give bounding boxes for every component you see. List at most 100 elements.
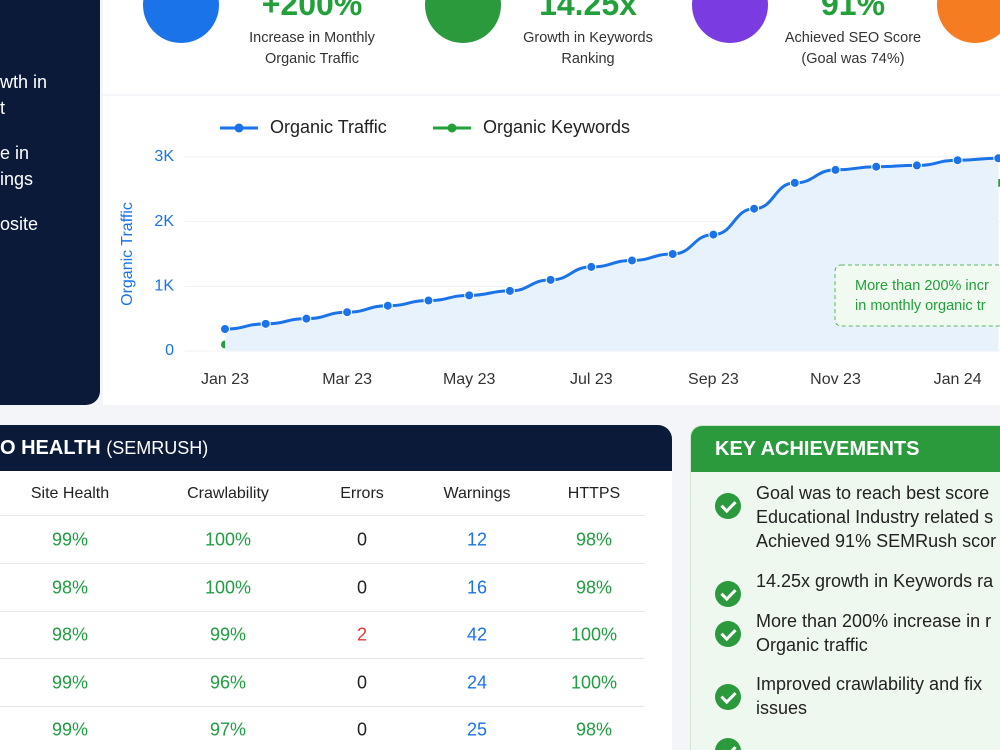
kpi-icon: [143, 0, 219, 43]
point: [911, 160, 922, 171]
x-tick-label: Jan 23: [201, 371, 249, 388]
table-cell: 100%: [204, 577, 252, 597]
kpi-icon: [425, 0, 501, 43]
kpi-value: +200%: [261, 0, 363, 22]
point: [952, 155, 963, 166]
table-cell: 100%: [204, 529, 252, 550]
annotation-text: in monthly organic tr: [855, 298, 986, 314]
area: [225, 158, 999, 351]
y-tick-label: 1K: [154, 278, 174, 295]
table-cell: 16: [466, 577, 488, 597]
line: [224, 156, 999, 331]
point: [301, 313, 312, 324]
row-line: [0, 705, 645, 707]
achievement-text: Improved crawlability and fix: [756, 674, 983, 694]
table-title: O HEALTH: [0, 437, 101, 459]
table-cell: 0: [356, 577, 368, 597]
table-subtitle: (SEMRUSH): [106, 438, 209, 458]
table-cell: 99%: [209, 624, 247, 645]
check-icon: [715, 493, 741, 519]
kpi-icon: [937, 0, 1000, 43]
sidebar-text: e in: [0, 143, 30, 163]
check-icon: [715, 738, 741, 750]
x-tick-label: Nov 23: [810, 371, 861, 388]
point: [667, 249, 678, 259]
kpi-value: 91%: [820, 0, 886, 22]
point: [830, 164, 841, 175]
table-cell: 98%: [575, 719, 613, 740]
table-cell: 99%: [51, 719, 89, 740]
table-cell: 97%: [209, 719, 247, 740]
achievements-title: KEY ACHIEVEMENTS: [691, 426, 1000, 472]
check-icon: [715, 621, 741, 647]
x-tick-label: Jan 24: [934, 371, 982, 388]
kpi-caption: Growth in Keywords: [523, 30, 653, 46]
y-tick-label: 3K: [154, 148, 174, 165]
column-header: Site Health: [30, 485, 110, 502]
row-line: [0, 610, 645, 612]
sidebar-text: ings: [0, 169, 34, 189]
point: [423, 295, 434, 306]
achievement-text: More than 200% increase in r: [756, 611, 992, 631]
sidebar-text: osite: [0, 214, 39, 234]
point: [382, 300, 393, 311]
kpi-caption: (Goal was 74%): [801, 51, 905, 67]
row-line: [0, 515, 645, 516]
point: [627, 255, 637, 266]
chart-card: 0 1K 2K 3K Organic Traffic Jan 23 Mar 23 May 23…: [103, 96, 1000, 405]
column-header: Warnings: [443, 485, 511, 502]
point: [220, 324, 230, 335]
achievement-text: Achieved 91% SEMRush scor: [756, 531, 997, 551]
achievement-text: Organic traffic: [756, 635, 868, 655]
table-cell: 98%: [51, 577, 89, 597]
kpi-caption: Increase in Monthly: [249, 30, 375, 46]
x-tick-label: Mar 23: [322, 371, 372, 388]
y-axis-label: Organic Traffic: [119, 202, 136, 306]
check-icon: [715, 581, 741, 607]
row-line: [0, 658, 645, 659]
kpi-icon: [692, 0, 768, 43]
column-header: Crawlability: [187, 485, 269, 502]
legend-dot: [447, 123, 457, 133]
x-tick-label: Sep 23: [688, 371, 739, 388]
check-icon: [715, 684, 741, 710]
achievements-card: KEY ACHIEVEMENTS Goal was to reach best …: [690, 425, 1000, 750]
annotation-box: [834, 264, 1000, 327]
table-card: O HEALTH (SEMRUSH) Site Health Crawlabili…: [0, 425, 672, 750]
point: [789, 177, 800, 188]
table-cell: 99%: [51, 529, 89, 550]
table-cell: 0: [356, 719, 368, 740]
point: [586, 261, 597, 272]
point: [708, 229, 719, 240]
legend-label: Organic Traffic: [270, 117, 387, 137]
point: [749, 203, 760, 214]
point: [545, 274, 556, 285]
table-cell: 98%: [575, 577, 613, 597]
x-tick-label: Jul 23: [570, 371, 613, 388]
kpi-caption: Organic Traffic: [264, 51, 360, 67]
point: [342, 307, 353, 318]
y-tick-label: 0: [165, 342, 174, 359]
point: [993, 153, 1000, 164]
table-cell: 100%: [570, 672, 618, 692]
kpi-value: 14.25x: [539, 0, 637, 22]
row-line: [0, 563, 645, 564]
kpi-row: +200% Increase in Monthly Organic Traffic 1…: [103, 0, 1000, 94]
table-cell: 12: [466, 529, 488, 550]
table-cell: 98%: [575, 529, 613, 550]
sidebar-text: wth in: [0, 72, 48, 92]
point: [464, 290, 475, 301]
column-header: HTTPS: [567, 485, 621, 502]
sidebar: wth in t e in ings osite: [0, 0, 100, 405]
table-header: O HEALTH (SEMRUSH): [0, 425, 672, 471]
table-cell: 100%: [570, 624, 618, 645]
chart: 0 1K 2K 3K Organic Traffic Jan 23 Mar 23 May 23…: [119, 117, 1000, 388]
table-cell: 0: [356, 672, 368, 692]
annotation-text: More than 200% incr: [855, 278, 989, 294]
kpi-caption: Achieved SEO Score: [784, 30, 922, 46]
point: [504, 285, 515, 296]
table-cell: 42: [466, 624, 488, 645]
point: [871, 161, 882, 172]
column-header: Errors: [340, 485, 384, 502]
